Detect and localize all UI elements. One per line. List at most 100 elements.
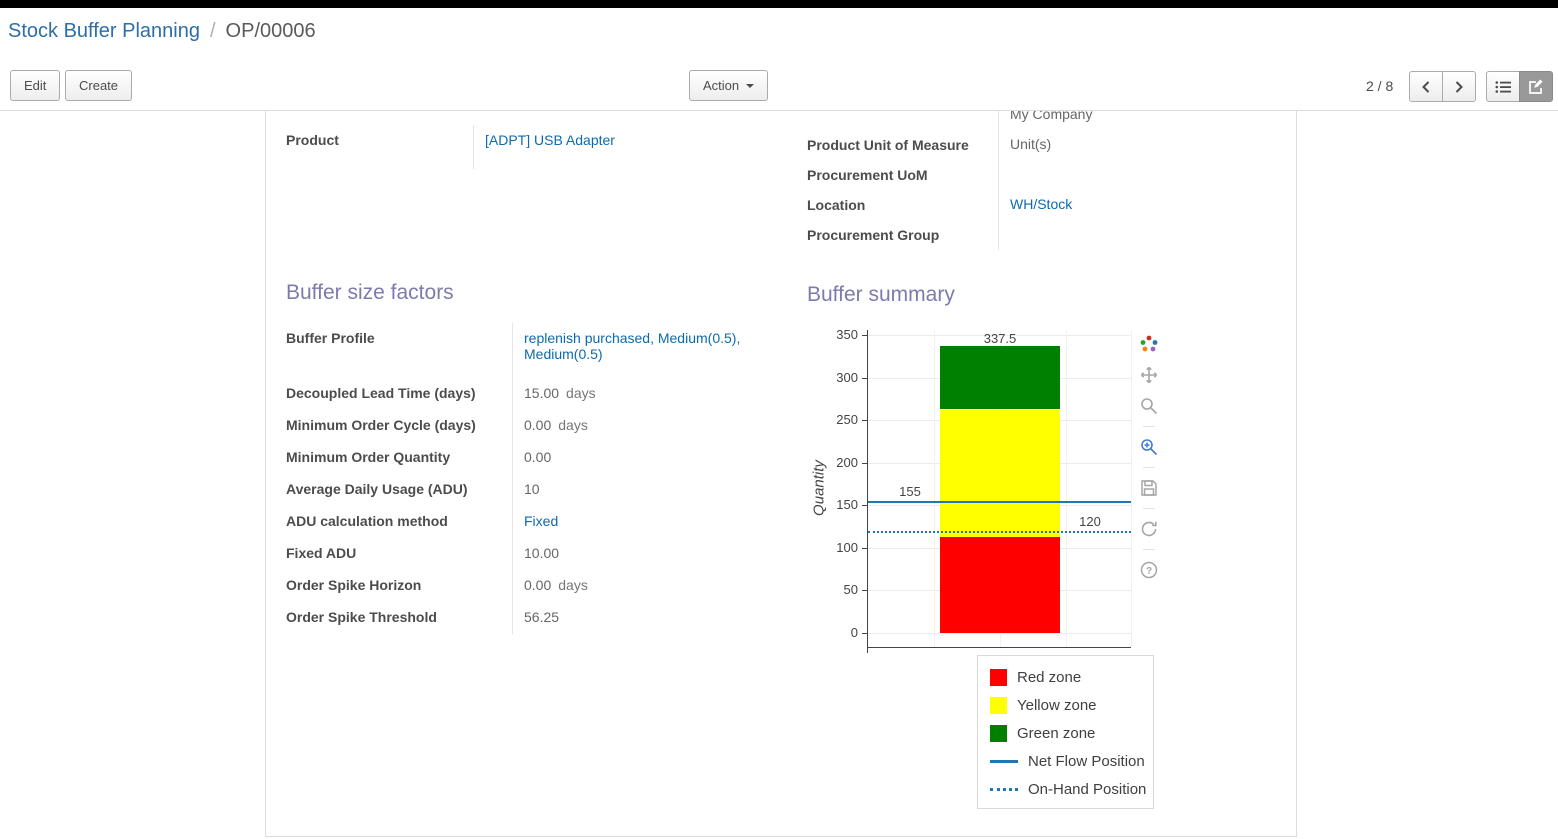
legend-item-yellow-zone[interactable]: Yellow zone bbox=[990, 691, 1153, 719]
form-sheet: Product [ADPT] USB Adapter My Company Pr… bbox=[265, 111, 1297, 837]
on-hand-position-value-label: 120 bbox=[1079, 513, 1101, 529]
chevron-left-icon bbox=[1422, 80, 1430, 93]
spike-horizon-value: 0.00 bbox=[524, 577, 552, 593]
field-row-fixed-adu: Fixed ADU 10.00 bbox=[286, 538, 780, 570]
field-row-spike-horizon: Order Spike Horizon 0.00 days bbox=[286, 570, 780, 602]
adu-value: 10 bbox=[512, 474, 779, 506]
product-uom-value: Unit(s) bbox=[998, 130, 1278, 160]
field-label: Location bbox=[807, 197, 866, 213]
pager-nav bbox=[1409, 71, 1476, 102]
field-label: Decoupled Lead Time (days) bbox=[286, 385, 476, 401]
save-icon[interactable] bbox=[1138, 477, 1160, 499]
edit-button[interactable]: Edit bbox=[10, 70, 61, 101]
legend-label: On-Hand Position bbox=[1028, 780, 1147, 798]
action-dropdown-button[interactable]: Action bbox=[689, 70, 769, 101]
field-label bbox=[807, 111, 998, 130]
autoscale-icon[interactable] bbox=[1138, 518, 1160, 540]
min-order-cycle-unit: days bbox=[558, 417, 588, 433]
modebar-separator bbox=[1143, 467, 1155, 468]
product-link[interactable]: [ADPT] USB Adapter bbox=[485, 132, 615, 148]
location-link[interactable]: WH/Stock bbox=[1010, 196, 1073, 212]
bar-segment-yellow-zone bbox=[940, 409, 1060, 538]
view-switcher bbox=[1486, 71, 1553, 102]
field-label: Average Daily Usage (ADU) bbox=[286, 481, 468, 497]
fixed-adu-value: 10.00 bbox=[512, 538, 779, 570]
field-row-procurement-uom: Procurement UoM bbox=[807, 160, 1278, 190]
zoom-icon[interactable] bbox=[1138, 395, 1160, 417]
field-label: Minimum Order Cycle (days) bbox=[286, 417, 476, 433]
legend-label: Green zone bbox=[1017, 724, 1096, 742]
field-row-min-order-cycle: Minimum Order Cycle (days) 0.00 days bbox=[286, 410, 780, 442]
buffer-profile-link[interactable]: replenish purchased, Medium(0.5), Medium… bbox=[524, 330, 741, 362]
breadcrumb: Stock Buffer Planning / OP/00006 bbox=[8, 20, 316, 43]
breadcrumb-current: OP/00006 bbox=[225, 20, 316, 42]
on-hand-position-line bbox=[868, 530, 1131, 533]
field-row-adu: Average Daily Usage (ADU) 10 bbox=[286, 474, 780, 506]
section-title-buffer-size-factors: Buffer size factors bbox=[286, 281, 454, 304]
dlt-value: 15.00 bbox=[524, 385, 560, 401]
chart-x-axis-tick bbox=[867, 648, 868, 653]
modebar-separator bbox=[1143, 508, 1155, 509]
buffer-factors-table: Buffer Profile replenish purchased, Medi… bbox=[286, 323, 780, 634]
next-record-button[interactable] bbox=[1442, 71, 1476, 102]
spike-threshold-value: 56.25 bbox=[512, 602, 779, 634]
field-label: ADU calculation method bbox=[286, 513, 448, 529]
zoom-in-icon[interactable] bbox=[1138, 436, 1160, 458]
chevron-down-icon bbox=[746, 83, 755, 88]
net-flow-position-value-label: 155 bbox=[899, 484, 921, 500]
field-row-product: Product [ADPT] USB Adapter bbox=[286, 125, 766, 169]
action-label: Action bbox=[703, 78, 740, 93]
list-view-button[interactable] bbox=[1486, 71, 1520, 102]
chevron-right-icon bbox=[1455, 80, 1463, 93]
dlt-unit: days bbox=[566, 385, 596, 401]
legend-item-on-hand[interactable]: On-Hand Position bbox=[990, 775, 1153, 803]
legend-item-green-zone[interactable]: Green zone bbox=[990, 719, 1153, 747]
main-fields-left: Product [ADPT] USB Adapter bbox=[286, 125, 766, 169]
form-view-icon bbox=[1529, 79, 1543, 94]
main-fields-right: My Company Product Unit of Measure Unit(… bbox=[807, 111, 1278, 250]
legend-label: Yellow zone bbox=[1017, 696, 1097, 714]
pan-icon[interactable] bbox=[1138, 364, 1160, 386]
plotly-logo-icon[interactable] bbox=[1138, 333, 1160, 355]
field-label: Buffer Profile bbox=[286, 330, 375, 346]
field-label: Order Spike Threshold bbox=[286, 609, 437, 625]
chart-modebar: ? bbox=[1138, 333, 1160, 581]
adu-method-link[interactable]: Fixed bbox=[524, 513, 559, 529]
field-row-dlt: Decoupled Lead Time (days) 15.00 days bbox=[286, 378, 780, 410]
field-row-buffer-profile: Buffer Profile replenish purchased, Medi… bbox=[286, 323, 780, 378]
field-row-adu-method: ADU calculation method Fixed bbox=[286, 506, 780, 538]
create-button[interactable]: Create bbox=[65, 70, 133, 101]
legend-label: Net Flow Position bbox=[1028, 752, 1145, 770]
procurement-group-value bbox=[998, 220, 1278, 250]
legend-item-net-flow[interactable]: Net Flow Position bbox=[990, 747, 1153, 775]
bar-boundary-label: 337.5 bbox=[983, 330, 1017, 346]
field-row-company: My Company bbox=[807, 111, 1278, 130]
chart-legend: Red zone Yellow zone Green zone Net Flow… bbox=[977, 655, 1154, 809]
spike-horizon-unit: days bbox=[558, 577, 588, 593]
field-label: Order Spike Horizon bbox=[286, 577, 422, 593]
procurement-uom-value bbox=[998, 160, 1278, 190]
field-row-procurement-group: Procurement Group bbox=[807, 220, 1278, 250]
bar-segment-green-zone bbox=[940, 345, 1060, 410]
yellow-swatch-icon bbox=[990, 696, 1007, 714]
previous-record-button[interactable] bbox=[1409, 71, 1443, 102]
field-row-spike-threshold: Order Spike Threshold 56.25 bbox=[286, 602, 780, 634]
min-order-cycle-value: 0.00 bbox=[524, 417, 552, 433]
section-title-buffer-summary: Buffer summary bbox=[807, 283, 955, 306]
modebar-separator bbox=[1143, 549, 1155, 550]
legend-label: Red zone bbox=[1017, 668, 1082, 686]
field-label: Procurement Group bbox=[807, 227, 940, 243]
legend-item-red-zone[interactable]: Red zone bbox=[990, 663, 1153, 691]
help-icon[interactable]: ? bbox=[1138, 559, 1160, 581]
field-row-product-uom: Product Unit of Measure Unit(s) bbox=[807, 130, 1278, 160]
field-label: Product bbox=[286, 132, 339, 148]
min-order-qty-value: 0.00 bbox=[512, 442, 779, 474]
svg-text:?: ? bbox=[1146, 566, 1152, 577]
solid-line-swatch-icon bbox=[990, 759, 1018, 763]
field-label: Procurement UoM bbox=[807, 167, 928, 183]
form-view-button[interactable] bbox=[1519, 71, 1553, 102]
list-view-icon bbox=[1495, 80, 1511, 93]
breadcrumb-parent-link[interactable]: Stock Buffer Planning bbox=[8, 20, 200, 42]
